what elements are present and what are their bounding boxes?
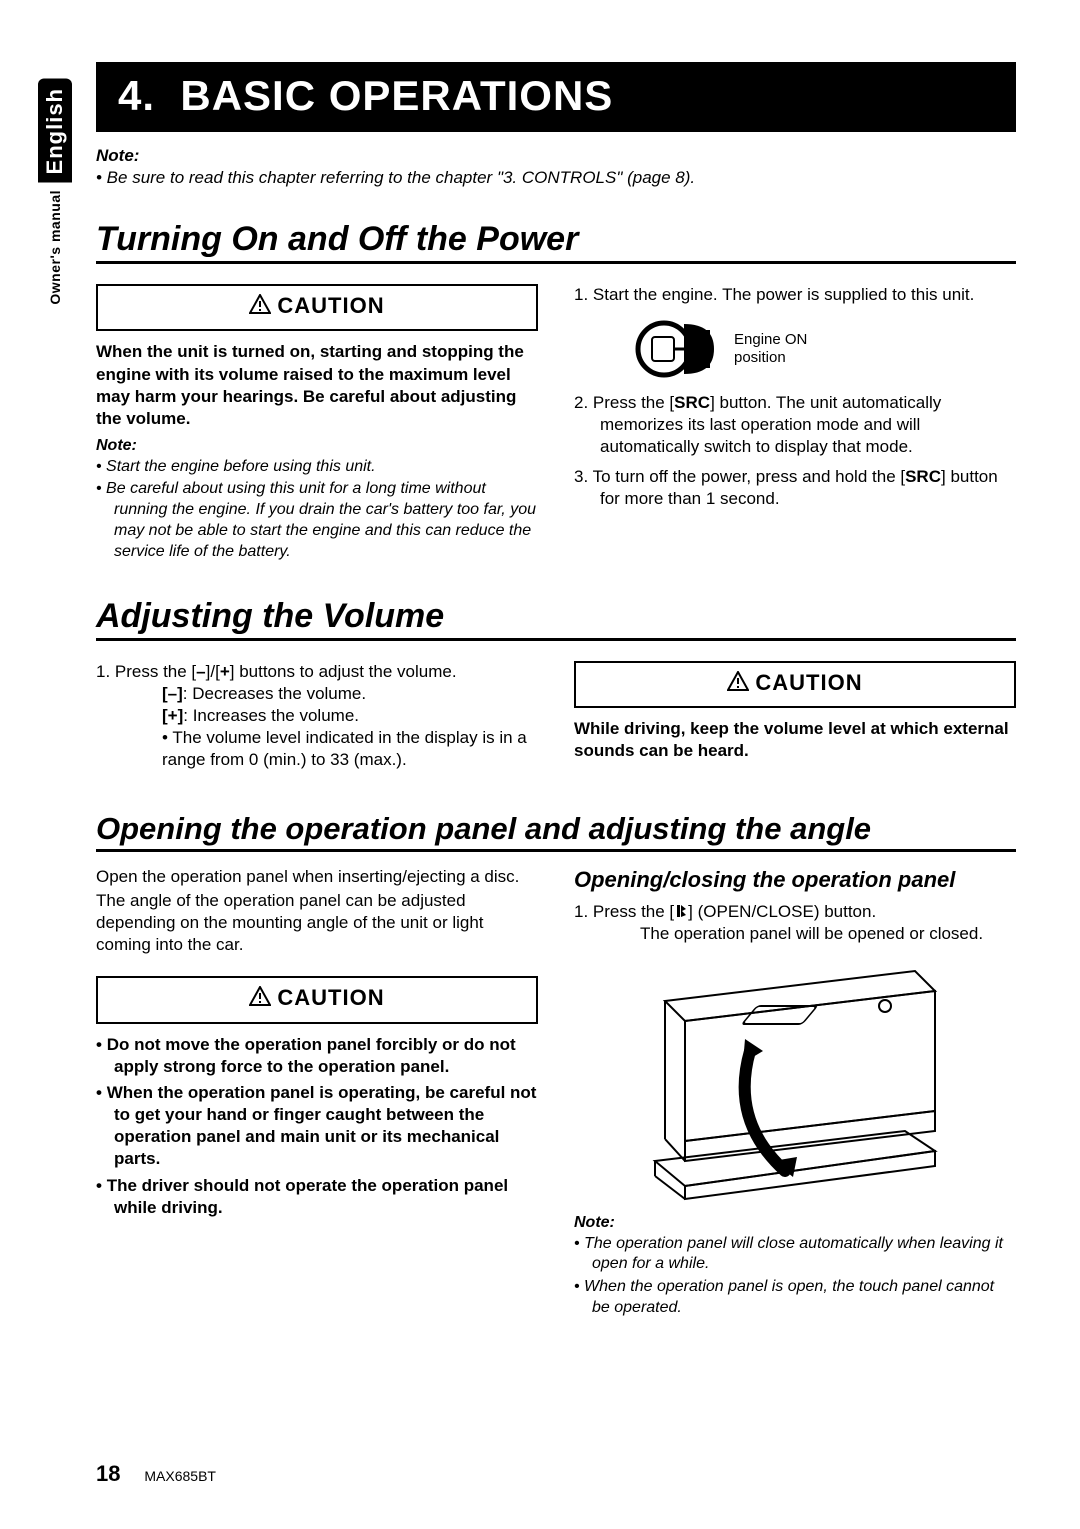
chapter-header: 4. BASIC OPERATIONS [96,62,1016,132]
caution-box: CAUTION [574,661,1016,708]
model-number: MAX685BT [144,1468,216,1484]
caution-list: Do not move the operation panel forcibly… [96,1034,538,1219]
section2-title: Adjusting the Volume [96,597,1016,641]
step-item: 1. Press the [–]/[+] buttons to adjust t… [96,661,538,771]
side-language-tab: English Owner's manual [38,78,72,311]
warning-icon [249,985,271,1014]
warning-icon [249,293,271,322]
section3-right-column: Opening/closing the operation panel 1. P… [574,866,1016,1321]
warning-icon [727,670,749,699]
section1-left-column: CAUTION When the unit is turned on, star… [96,284,538,565]
section3-title: Opening the operation panel and adjustin… [96,811,1016,852]
caution-item: When the operation panel is operating, b… [96,1082,538,1170]
page-number: 18 [96,1461,120,1486]
top-note-label: Note: [96,146,1016,166]
caution-body: While driving, keep the volume level at … [574,718,1016,762]
step-item: 3. To turn off the power, press and hold… [574,466,1016,510]
language-label: English [38,78,72,182]
subsection-heading: Opening/closing the operation panel [574,866,1016,895]
step-item: 1. Start the engine. The power is suppli… [574,284,1016,306]
key-icon [634,320,720,378]
step-item: 1. Press the [] (OPEN/CLOSE) button. The… [574,901,1016,945]
note-item: The operation panel will close automatic… [574,1234,1016,1276]
operation-panel-diagram [635,961,955,1201]
engine-on-label: Engine ON position [734,331,807,367]
caution-body: When the unit is turned on, starting and… [96,341,538,429]
caution-item: Do not move the operation panel forcibly… [96,1034,538,1078]
caution-item: The driver should not operate the operat… [96,1175,538,1219]
caution-label: CAUTION [277,985,384,1010]
section1-title: Turning On and Off the Power [96,220,1016,264]
chapter-title: BASIC OPERATIONS [180,72,613,119]
top-note-text: • Be sure to read this chapter referring… [96,168,1016,188]
section3-left-column: Open the operation panel when inserting/… [96,866,538,1321]
chapter-number: 4. [118,72,155,119]
owners-manual-label: Owner's manual [38,182,72,311]
note-item: Be careful about using this unit for a l… [96,479,538,562]
intro-text: Open the operation panel when inserting/… [96,866,538,888]
caution-label: CAUTION [277,293,384,318]
intro-text: The angle of the operation panel can be … [96,890,538,956]
caution-box: CAUTION [96,284,538,331]
page-content: 4. BASIC OPERATIONS Note: • Be sure to r… [96,62,1016,1321]
page-footer: 18 MAX685BT [96,1461,216,1487]
step-item: 2. Press the [SRC] button. The unit auto… [574,392,1016,458]
note-label: Note: [96,436,538,457]
section2-left-column: 1. Press the [–]/[+] buttons to adjust t… [96,661,538,779]
note-label: Note: [574,1213,1016,1234]
open-close-icon [674,903,688,919]
section1-right-column: 1. Start the engine. The power is suppli… [574,284,1016,565]
engine-key-diagram: Engine ON position [634,320,1016,378]
note-item: When the operation panel is open, the to… [574,1277,1016,1319]
note-item: Start the engine before using this unit. [96,457,538,478]
caution-label: CAUTION [755,670,862,695]
caution-box: CAUTION [96,976,538,1023]
section2-right-column: CAUTION While driving, keep the volume l… [574,661,1016,779]
